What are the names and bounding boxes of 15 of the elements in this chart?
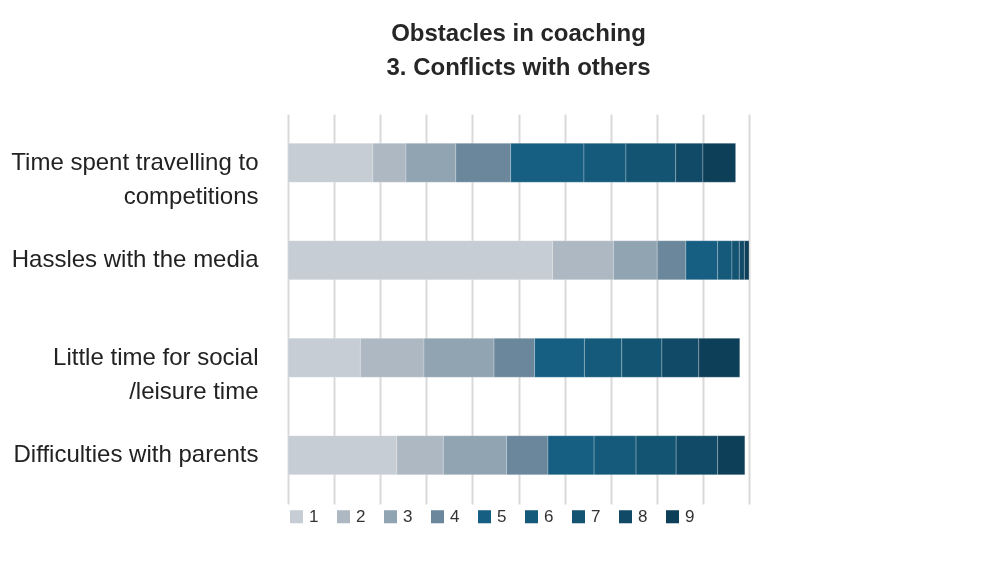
y-tick-label: Time spent travelling to competitions — [11, 147, 259, 209]
legend-label: 1 — [309, 506, 319, 526]
legend-label: 7 — [591, 506, 601, 526]
legend-label: 4 — [450, 506, 460, 526]
y-tick-label: Hassles with the media — [11, 245, 260, 273]
legend-label: 2 — [356, 506, 366, 526]
legend-label: 6 — [544, 506, 554, 526]
chart-title: Obstacles in coaching — [391, 19, 646, 46]
legend-label: 8 — [638, 506, 648, 526]
legend-label: 9 — [685, 506, 695, 526]
legend-label: 3 — [403, 506, 413, 526]
y-tick-label: Difficulties with parents — [13, 440, 259, 468]
legend-label: 5 — [497, 506, 507, 526]
y-tick-label: Little time for social /leisure time — [53, 342, 259, 404]
chart-subtitle: 3. Conflicts with others — [386, 53, 651, 80]
